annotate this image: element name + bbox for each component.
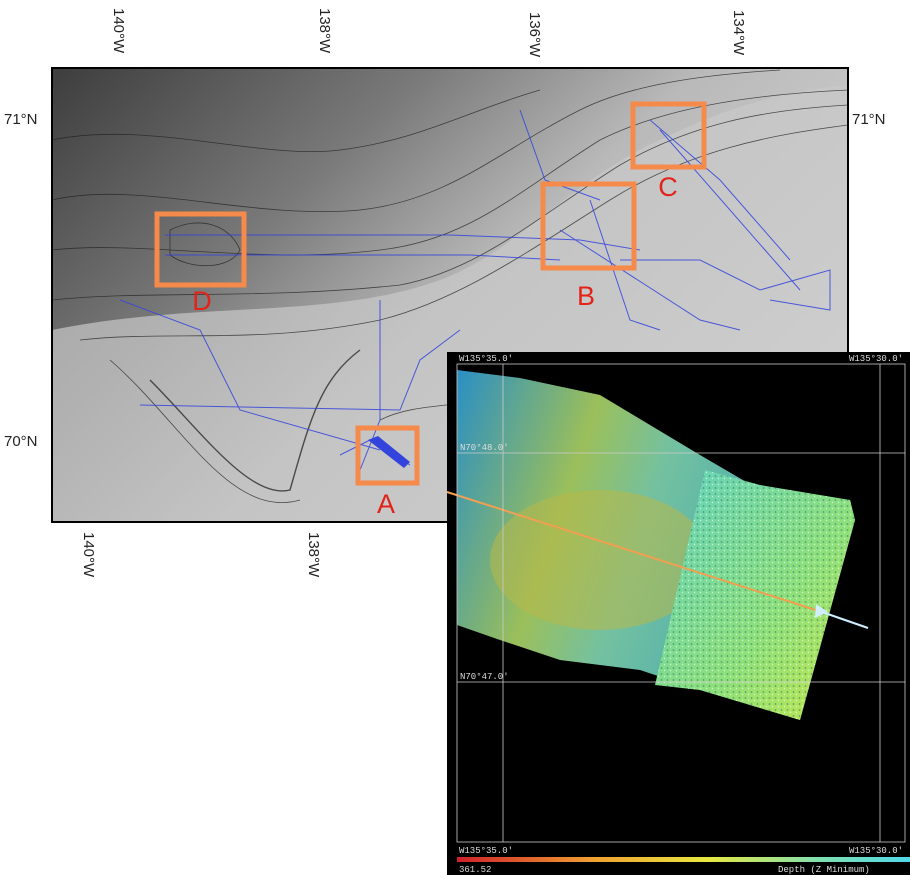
lon-label: 138°W bbox=[305, 532, 322, 578]
inset-coord: W135°35.0' bbox=[459, 846, 513, 856]
lon-label: 140°W bbox=[80, 532, 97, 578]
colorbar-title: Depth (Z Minimum) bbox=[778, 865, 870, 875]
inset-coord: W135°30.0' bbox=[849, 846, 903, 856]
inset-coord: N70°48.0' bbox=[460, 443, 509, 453]
lon-label: 138°W bbox=[316, 8, 333, 54]
lat-label: 71°N bbox=[4, 111, 38, 128]
region-label: A bbox=[377, 489, 395, 519]
region-label: B bbox=[577, 281, 595, 311]
inset: W135°35.0' W135°30.0' N70°48.0' N70°47.0… bbox=[447, 352, 910, 875]
region-label: C bbox=[658, 172, 678, 202]
inset-coord: W135°30.0' bbox=[849, 354, 903, 364]
lon-label: 134°W bbox=[730, 10, 747, 56]
lon-label: 136°W bbox=[526, 12, 543, 58]
region-label: D bbox=[192, 286, 212, 316]
inset-coord: N70°47.0' bbox=[460, 672, 509, 682]
lat-label: 71°N bbox=[852, 111, 886, 128]
colorbar bbox=[457, 857, 910, 862]
lon-label: 140°W bbox=[110, 8, 127, 54]
colorbar-min: 361.52 bbox=[459, 865, 491, 875]
figure: 140°W 138°W 136°W 134°W 140°W 138°W 71°N… bbox=[0, 0, 910, 875]
inset-coord: W135°35.0' bbox=[459, 354, 513, 364]
lat-label: 70°N bbox=[4, 433, 38, 450]
